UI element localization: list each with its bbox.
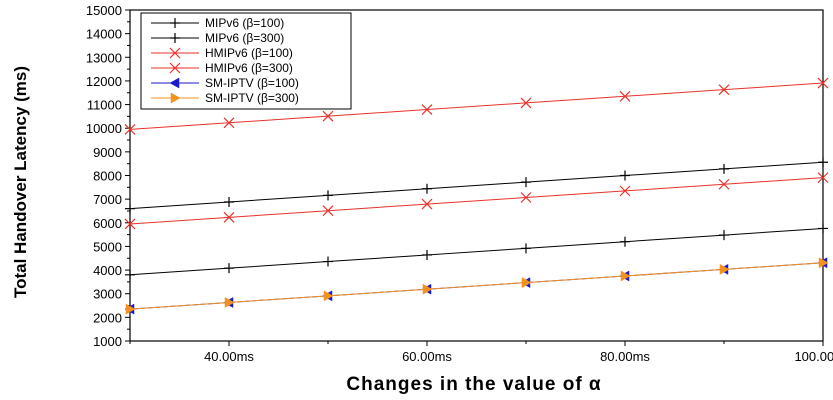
plus-marker [125, 203, 135, 214]
y-tick-label: 14000 [86, 27, 122, 42]
x-marker [421, 198, 433, 210]
legend-item: MIPv6 (β=300) [151, 31, 284, 45]
x-marker [718, 178, 730, 190]
y-axis-title: Total Handover Latency (ms) [11, 66, 30, 298]
legend-item: SM-IPTV (β=300) [151, 91, 299, 105]
legend-label: SM-IPTV (β=100) [205, 76, 299, 90]
triangle-right-marker [719, 263, 730, 275]
plus-marker [521, 177, 531, 188]
plus-marker [521, 243, 531, 254]
series-line [129, 177, 824, 225]
y-tick-label: 9000 [93, 145, 122, 160]
series-layer [124, 77, 829, 315]
series-line [129, 262, 824, 310]
plus-marker [170, 33, 180, 43]
triangle-right-marker [224, 297, 235, 308]
x-tick-label: 80.00ms [600, 349, 650, 364]
triangle-right-marker [422, 283, 433, 295]
legend-box [140, 12, 352, 110]
legend-item: HMIPv6 (β=100) [151, 46, 293, 60]
x-marker [718, 84, 730, 96]
y-tick-label: 10000 [86, 121, 122, 136]
series-1 [125, 223, 828, 280]
legend: MIPv6 (β=100)MIPv6 (β=300)HMIPv6 (β=100)… [140, 12, 352, 110]
plus-marker [224, 263, 234, 274]
series-2 [125, 157, 828, 214]
legend-item: SM-IPTV (β=100) [151, 76, 299, 90]
series-6 [125, 257, 829, 315]
x-marker [322, 205, 334, 217]
plus-marker [422, 249, 432, 260]
x-tick-label: 60.00ms [402, 349, 452, 364]
y-tick-label: 8000 [93, 169, 122, 184]
series-line [129, 82, 824, 130]
y-tick-label: 1000 [93, 334, 122, 349]
triangle-right-marker [170, 92, 181, 104]
y-tick-label: 15000 [86, 3, 122, 18]
plus-marker [170, 18, 180, 28]
plus-marker [620, 170, 630, 181]
series-line [129, 161, 824, 210]
y-tick-label: 7000 [93, 192, 122, 207]
plus-marker [323, 256, 333, 267]
y-tick-label: 6000 [93, 216, 122, 231]
legend-label: HMIPv6 (β=300) [205, 61, 293, 75]
plus-marker [818, 223, 828, 234]
x-marker [223, 211, 235, 223]
plus-marker [719, 230, 729, 241]
x-marker [169, 47, 181, 59]
triangle-right-marker [620, 270, 631, 282]
legend-item: MIPv6 (β=100) [151, 16, 284, 30]
y-tick-label: 11000 [87, 98, 122, 113]
x-marker [169, 62, 181, 74]
triangle-right-marker [125, 303, 136, 315]
x-marker [817, 172, 829, 184]
y-tick-label: 4000 [93, 263, 122, 278]
triangle-right-marker [521, 277, 532, 289]
x-marker [124, 218, 136, 230]
x-tick-label: 40.00ms [204, 349, 254, 364]
plus-marker [422, 183, 432, 194]
axes: 1000 2000 3000 4000 5000 6000 7000 8000 9000 1000… [86, 3, 833, 364]
x-marker [223, 117, 235, 129]
legend-label: MIPv6 (β=100) [205, 16, 284, 30]
y-tick-label: 5000 [93, 239, 122, 254]
series-4 [124, 77, 829, 135]
triangle-left-marker [169, 77, 180, 89]
x-marker [520, 192, 532, 203]
series-line [129, 227, 824, 276]
y-tick-label: 12000 [86, 74, 122, 89]
x-tick-label: 100.00ms [794, 349, 833, 364]
plus-marker [818, 157, 828, 168]
x-marker [619, 90, 631, 102]
x-marker [421, 104, 433, 115]
x-marker [520, 97, 532, 109]
plus-marker [224, 196, 234, 207]
plus-marker [125, 269, 135, 280]
legend-label: MIPv6 (β=300) [205, 31, 284, 45]
x-marker [817, 77, 829, 89]
x-marker [619, 185, 631, 197]
legend-label: HMIPv6 (β=100) [205, 46, 293, 60]
plus-marker [620, 236, 630, 247]
legend-item: HMIPv6 (β=300) [151, 61, 293, 75]
legend-label: SM-IPTV (β=300) [205, 91, 299, 105]
plus-marker [719, 163, 729, 174]
x-marker [322, 110, 334, 122]
y-tick-label: 13000 [86, 50, 122, 65]
x-axis-title: Changes in the value of α [346, 374, 601, 395]
series-3 [124, 172, 829, 230]
y-tick-label: 2000 [93, 310, 122, 325]
y-tick-label: 3000 [93, 287, 122, 302]
triangle-right-marker [818, 257, 829, 269]
triangle-right-marker [323, 290, 334, 302]
plus-marker [323, 190, 333, 201]
x-marker [124, 123, 136, 135]
